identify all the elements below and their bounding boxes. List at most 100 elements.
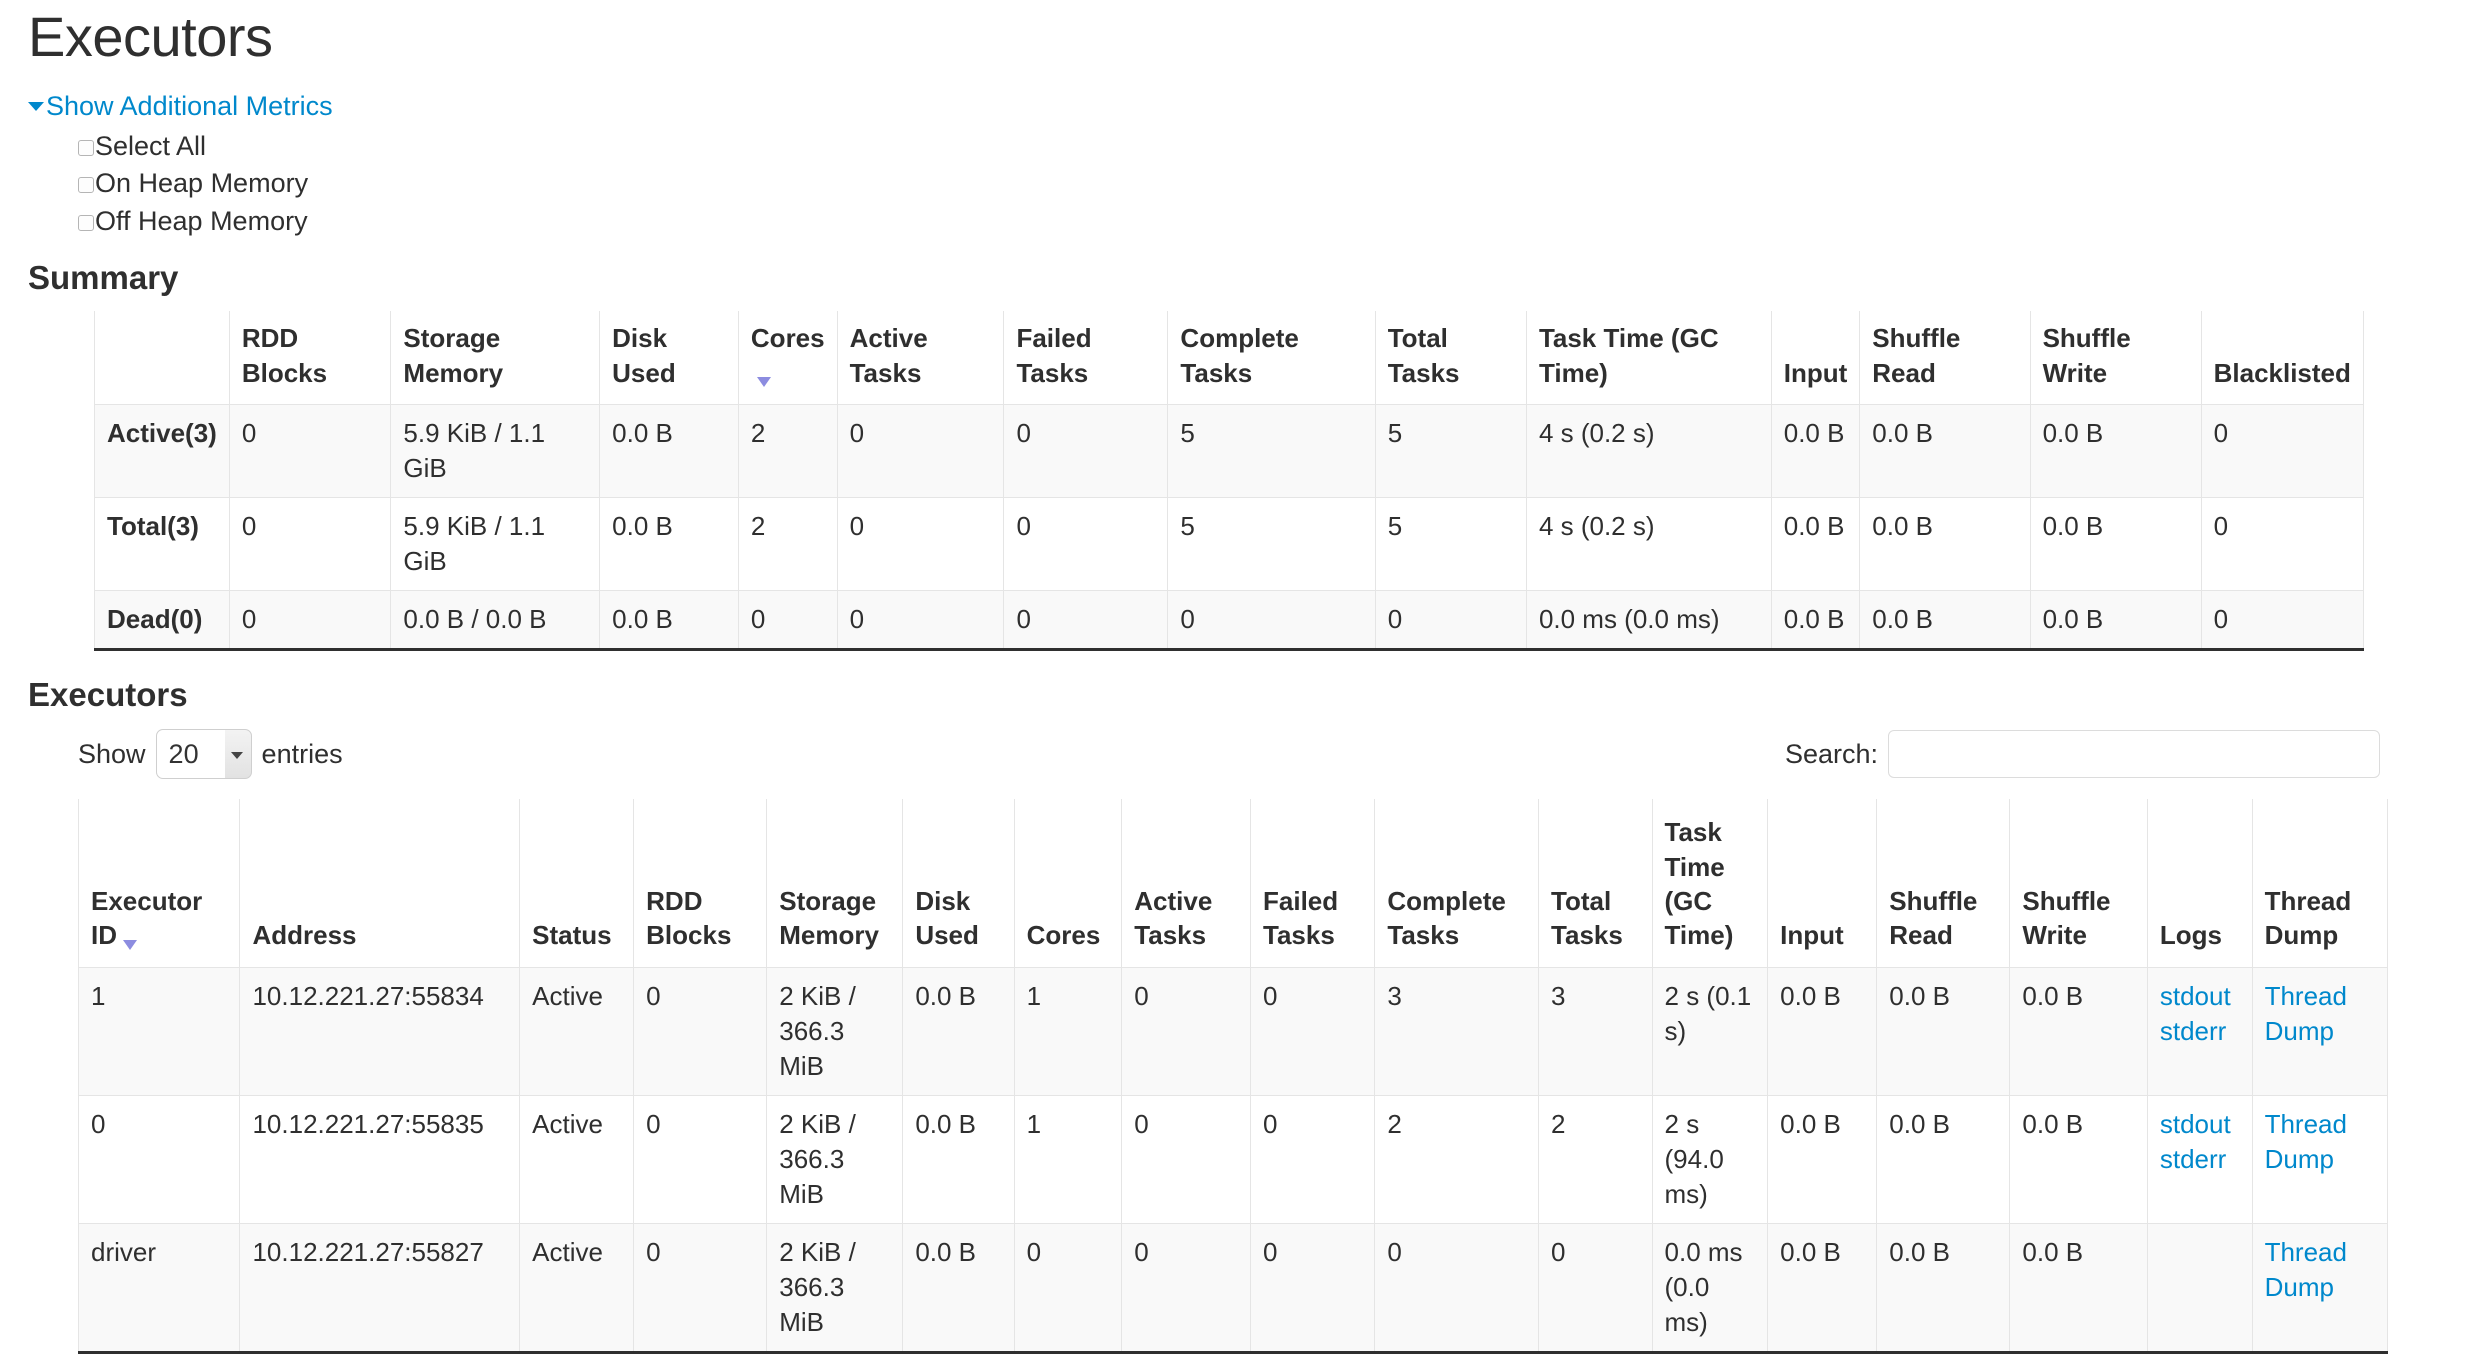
stderr-link[interactable]: stderr <box>2159 1144 2227 1175</box>
table-row: driver 10.12.221.27:55827 Active 0 2 KiB… <box>77 1223 2389 1354</box>
search-label-wrapper: Search: <box>1784 730 2380 779</box>
metric-option-off-heap-memory[interactable]: Off Heap Memory <box>78 203 2438 240</box>
off-heap-memory-checkbox[interactable] <box>78 214 94 231</box>
cell-failed-tasks: 0 <box>1250 966 1376 1096</box>
datatable-controls: Show 20 40 60 100 entries Sear <box>78 725 2388 783</box>
executors-col-executor-id-label: Executor ID <box>91 885 203 951</box>
cell-complete-tasks: 3 <box>1374 966 1540 1096</box>
summary-row-label: Total(3) <box>94 497 230 592</box>
executors-page: Executors Show Additional Metrics Select… <box>0 6 2466 1354</box>
cell-total-tasks: 2 <box>1538 1094 1653 1225</box>
executors-col-failed-tasks[interactable]: Failed Tasks <box>1250 799 1376 968</box>
thread-dump-link[interactable]: Thread Dump <box>2264 1108 2347 1174</box>
executors-col-status[interactable]: Status <box>519 799 635 968</box>
cell-task-time: 0.0 ms (0.0 ms) <box>1525 590 1772 652</box>
cell-failed-tasks: 0 <box>1003 403 1169 499</box>
summary-col-complete-tasks[interactable]: Complete Tasks <box>1167 311 1376 406</box>
summary-col-failed-tasks[interactable]: Failed Tasks <box>1003 311 1169 406</box>
on-heap-memory-checkbox[interactable] <box>78 177 94 194</box>
summary-col-total-tasks[interactable]: Total Tasks <box>1374 311 1527 406</box>
select-all-checkbox[interactable] <box>78 140 94 157</box>
summary-col-input[interactable]: Input <box>1770 311 1861 406</box>
summary-col-shuffle-read[interactable]: Shuffle Read <box>1859 311 2031 406</box>
sort-desc-icon <box>123 939 137 950</box>
page-length-select-wrapper: 20 40 60 100 <box>155 729 252 780</box>
cell-storage-memory: 2 KiB / 366.3 MiB <box>766 1094 904 1225</box>
stdout-link[interactable]: stdout <box>2159 1108 2231 1139</box>
executors-col-storage-memory[interactable]: Storage Memory <box>766 799 904 968</box>
summary-col-rdd-blocks[interactable]: RDD Blocks <box>228 311 392 406</box>
executors-col-executor-id[interactable]: Executor ID <box>77 799 241 968</box>
show-label: Show <box>78 738 146 769</box>
search-input[interactable] <box>1888 730 2380 779</box>
cell-shuffle-write: 0.0 B <box>2009 1223 2148 1354</box>
cell-rdd-blocks: 0 <box>228 590 392 652</box>
executors-col-shuffle-write[interactable]: Shuffle Write <box>2009 799 2148 968</box>
cell-rdd-blocks: 0 <box>228 497 392 592</box>
executors-col-disk-used[interactable]: Disk Used <box>902 799 1015 968</box>
cell-cores: 2 <box>737 403 838 499</box>
summary-table-head: RDD Blocks Storage Memory Disk Used Core… <box>94 311 2365 406</box>
cell-blacklisted: 0 <box>2200 590 2365 652</box>
stdout-link[interactable]: stdout <box>2159 980 2231 1011</box>
cell-total-tasks: 0 <box>1538 1223 1653 1354</box>
summary-col-storage-memory[interactable]: Storage Memory <box>390 311 601 406</box>
cell-disk-used: 0.0 B <box>902 1094 1015 1225</box>
cell-input: 0.0 B <box>1767 1223 1878 1354</box>
executors-col-address[interactable]: Address <box>239 799 521 968</box>
cell-input: 0.0 B <box>1767 966 1878 1096</box>
executors-col-complete-tasks[interactable]: Complete Tasks <box>1374 799 1540 968</box>
cell-task-time: 4 s (0.2 s) <box>1525 403 1772 499</box>
summary-col-shuffle-write[interactable]: Shuffle Write <box>2029 311 2202 406</box>
executors-col-total-tasks[interactable]: Total Tasks <box>1538 799 1653 968</box>
executors-col-input[interactable]: Input <box>1767 799 1878 968</box>
search-label: Search: <box>1784 738 1878 769</box>
summary-col-active-tasks[interactable]: Active Tasks <box>836 311 1005 406</box>
executors-table-head: Executor ID Address Status RDD Blocks St… <box>77 799 2389 968</box>
cell-shuffle-write: 0.0 B <box>2009 966 2148 1096</box>
executors-col-rdd-blocks[interactable]: RDD Blocks <box>633 799 768 968</box>
cell-disk-used: 0.0 B <box>902 966 1015 1096</box>
cell-shuffle-read: 0.0 B <box>1876 1094 2011 1225</box>
executors-col-cores[interactable]: Cores <box>1013 799 1123 968</box>
metric-option-label: On Heap Memory <box>95 168 309 199</box>
cell-executor-id: 0 <box>77 1094 241 1225</box>
metric-option-on-heap-memory[interactable]: On Heap Memory <box>78 165 2438 202</box>
thread-dump-link[interactable]: Thread Dump <box>2264 1237 2347 1303</box>
cell-address: 10.12.221.27:55834 <box>239 966 521 1096</box>
show-additional-metrics-toggle[interactable]: Show Additional Metrics <box>28 88 333 124</box>
cell-complete-tasks: 2 <box>1374 1094 1540 1225</box>
cell-rdd-blocks: 0 <box>228 403 392 499</box>
thread-dump-link[interactable]: Thread Dump <box>2264 980 2347 1046</box>
stderr-link[interactable]: stderr <box>2159 1015 2227 1046</box>
page-length-select[interactable]: 20 40 60 100 <box>155 729 252 780</box>
cell-shuffle-read: 0.0 B <box>1876 966 2011 1096</box>
cell-cores: 1 <box>1013 966 1123 1096</box>
metric-option-label: Select All <box>95 131 207 162</box>
cell-failed-tasks: 0 <box>1003 590 1169 652</box>
summary-table-body: Active(3) 0 5.9 KiB / 1.1 GiB 0.0 B 2 0 … <box>94 403 2365 652</box>
table-row: Total(3) 0 5.9 KiB / 1.1 GiB 0.0 B 2 0 0… <box>94 497 2365 592</box>
executors-col-task-time[interactable]: Task Time (GC Time) <box>1651 799 1769 968</box>
executors-table-body: 1 10.12.221.27:55834 Active 0 2 KiB / 36… <box>77 966 2389 1354</box>
summary-col-cores-label: Cores <box>750 323 825 354</box>
summary-row-label: Active(3) <box>94 403 230 499</box>
cell-task-time: 2 s (0.1 s) <box>1651 966 1769 1096</box>
metric-option-select-all[interactable]: Select All <box>78 128 2438 165</box>
cell-active-tasks: 0 <box>1121 1094 1252 1225</box>
page-length-control: Show 20 40 60 100 entries <box>78 729 343 780</box>
summary-col-cores[interactable]: Cores <box>737 311 838 406</box>
cell-cores: 2 <box>737 497 838 592</box>
cell-shuffle-read: 0.0 B <box>1876 1223 2011 1354</box>
summary-col-disk-used[interactable]: Disk Used <box>599 311 739 406</box>
executors-section: Show 20 40 60 100 entries Sear <box>28 725 2438 1354</box>
cell-blacklisted: 0 <box>2200 403 2365 499</box>
executors-col-shuffle-read[interactable]: Shuffle Read <box>1876 799 2011 968</box>
cell-thread-dump: Thread Dump <box>2251 966 2389 1096</box>
search-control: Search: <box>1784 730 2380 779</box>
summary-col-blacklisted[interactable]: Blacklisted <box>2200 311 2365 406</box>
executors-col-active-tasks[interactable]: Active Tasks <box>1121 799 1252 968</box>
cell-disk-used: 0.0 B <box>599 497 739 592</box>
cell-complete-tasks: 0 <box>1167 590 1376 652</box>
summary-col-task-time[interactable]: Task Time (GC Time) <box>1525 311 1772 406</box>
